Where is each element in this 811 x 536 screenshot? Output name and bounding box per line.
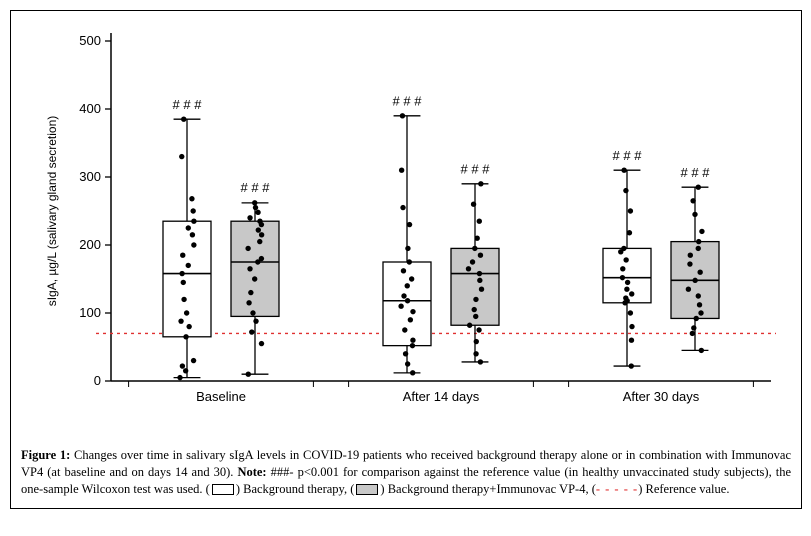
figure-number: Figure 1: [21, 448, 70, 462]
legend-swatch-background-therapy [212, 484, 234, 495]
figure-caption: Figure 1: Changes over time in salivary … [11, 441, 801, 508]
svg-text:Baseline: Baseline [196, 389, 246, 404]
svg-text:100: 100 [79, 305, 101, 320]
legend-text-combo: ) Background therapy+Immunovac VP-4, ( [380, 482, 595, 496]
svg-text:# # #: # # # [613, 148, 643, 163]
svg-text:After 30 days: After 30 days [623, 389, 700, 404]
svg-text:# # #: # # # [241, 180, 271, 195]
legend-text-ref: ) Reference value. [638, 482, 729, 496]
legend-swatch-combo-therapy [356, 484, 378, 495]
svg-text:# # #: # # # [173, 97, 203, 112]
svg-text:0: 0 [94, 373, 101, 388]
svg-text:# # #: # # # [681, 165, 711, 180]
legend-text-bg: ) Background therapy, ( [236, 482, 355, 496]
note-label: Note: [237, 465, 266, 479]
svg-text:# # #: # # # [461, 162, 491, 177]
figure-container: 0 100 200 300 400 500 sIgA, µg/L (salivary gla… [10, 10, 802, 509]
svg-text:# # #: # # # [393, 94, 423, 109]
svg-text:200: 200 [79, 237, 101, 252]
svg-text:500: 500 [79, 33, 101, 48]
boxplot-chart: 0 100 200 300 400 500 sIgA, µg/L (salivary gla… [11, 11, 801, 441]
chart-plot-area: 0 100 200 300 400 500 sIgA, µg/L (salivary gla… [11, 11, 801, 441]
legend-reference-dots: - - - - - [596, 482, 638, 496]
svg-text:300: 300 [79, 169, 101, 184]
svg-text:After 14 days: After 14 days [403, 389, 480, 404]
svg-text:400: 400 [79, 101, 101, 116]
svg-text:sIgA, µg/L (salivary gland sec: sIgA, µg/L (salivary gland secretion) [45, 116, 59, 307]
